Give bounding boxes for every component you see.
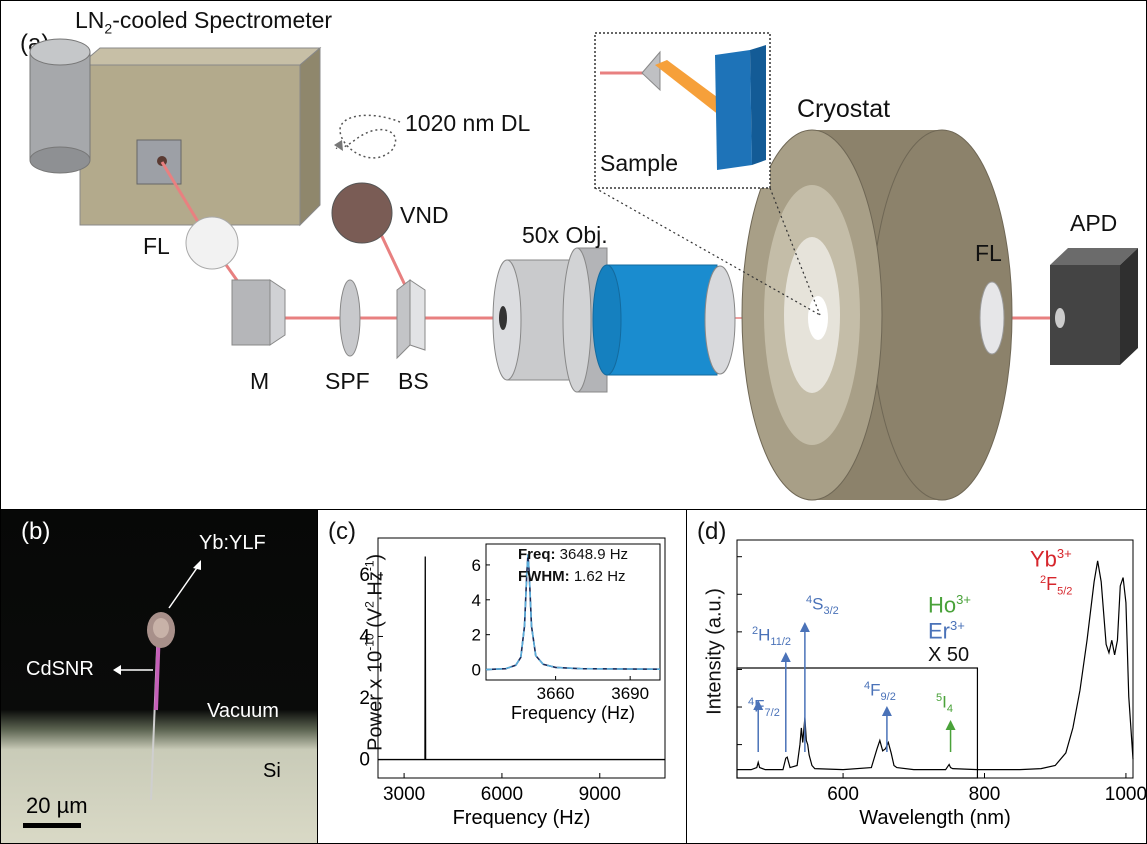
fl-right-label: FL (975, 240, 1002, 266)
yb-level-label: 2F5/2 (1040, 574, 1073, 598)
vacuum-label: Vacuum (207, 700, 279, 722)
laser-label: 1020 nm DL (405, 110, 531, 136)
peak-4s32-label: 4S3/2 (806, 594, 839, 618)
laser-arrow-icon (334, 140, 343, 151)
cdsnr-label: CdSNR (26, 658, 94, 680)
er-ion-label: Er3+ (928, 618, 965, 644)
peak-5i4-label: 5I4 (936, 692, 953, 716)
panel-d-ylabel: Intensity (a.u.) (703, 588, 726, 715)
short-pass-filter (339, 279, 361, 357)
beam-splitter (396, 278, 426, 360)
spectrometer-label: LN2-cooled Spectrometer (75, 7, 333, 37)
panel-d-frame (686, 509, 1147, 844)
panel-b-label: (b) (21, 518, 51, 545)
spectrometer (29, 38, 322, 227)
variable-nd-filter (331, 182, 393, 244)
bs-label: BS (398, 368, 429, 394)
yb-ion-label: Yb3+ (1030, 546, 1072, 572)
ho-ion-label: Ho3+ (928, 592, 971, 618)
objective-lens (492, 247, 736, 393)
panel-c-label: (c) (328, 518, 356, 545)
zoom-lines (594, 187, 821, 316)
setup-diagram (29, 32, 1138, 501)
panel-b-micrograph: (b) Yb:YLF CdSNR Vacuum Si 20 µm (0, 509, 318, 844)
cryostat (741, 129, 1013, 501)
focusing-lens-right (979, 281, 1005, 355)
panel-d-label: (d) (697, 518, 727, 545)
apd-detector (1050, 248, 1138, 365)
diode-laser-fiber (335, 114, 401, 159)
ybylf-label: Yb:YLF (199, 532, 266, 554)
cryostat-label: Cryostat (797, 95, 891, 123)
peak-4f92-label: 4F9/2 (864, 680, 896, 704)
objective-label: 50x Obj. (522, 222, 608, 248)
peak-2h112-label: 2H11/2 (752, 625, 791, 649)
si-label: Si (263, 760, 281, 782)
focusing-lens-left (185, 216, 239, 270)
mirror (231, 279, 286, 346)
vnd-label: VND (400, 202, 449, 228)
peak-4f72-label: 4F7/2 (748, 696, 780, 720)
panel-c-ylabel: Power x 10-10 (V2.Hz-1) (362, 553, 387, 751)
sample-inset (594, 32, 771, 189)
fl-left-label: FL (143, 233, 170, 259)
sample-label: Sample (600, 150, 678, 176)
inset-freq-text: Freq: 3648.9 Hz (518, 546, 629, 563)
mirror-label: M (250, 368, 270, 394)
inset-fwhm-text: FWHM: 1.62 Hz (518, 568, 626, 585)
spf-label: SPF (325, 368, 370, 394)
scalebar-label: 20 µm (26, 793, 88, 818)
apd-label: APD (1070, 210, 1118, 236)
x50-label: X 50 (928, 644, 970, 666)
